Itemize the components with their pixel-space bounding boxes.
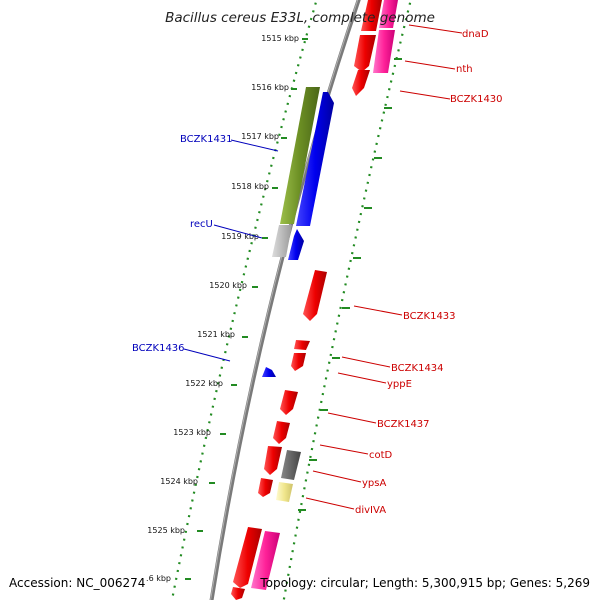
tick-label-1517: 1517 kbp xyxy=(241,132,279,141)
feature-cds-bczk1434-a[interactable] xyxy=(294,340,310,350)
map-title: Bacillus cereus E33L, complete genome xyxy=(165,10,435,26)
tick-label-1525: 1525 kbp xyxy=(147,526,185,535)
gene-label-bczk1434[interactable]: BCZK1434 xyxy=(391,363,444,374)
tick-label-1516: 1516 kbp xyxy=(251,83,289,92)
topology-text: Topology: circular; Length: 5,300,915 bp… xyxy=(259,576,590,590)
gene-label-cotd[interactable]: cotD xyxy=(369,450,393,461)
feature-cds-cotd[interactable] xyxy=(273,421,290,444)
gene-label-bczk1430[interactable]: BCZK1430 xyxy=(450,94,503,105)
feature-cds-bczk1436[interactable] xyxy=(262,367,276,377)
genome-backbone-highlight xyxy=(210,0,359,600)
feature-trna-bczk1431[interactable] xyxy=(280,87,320,224)
tick-label-1519: 1519 kbp xyxy=(221,232,259,241)
accession-text: Accession: NC_006274 xyxy=(9,576,145,590)
gene-label-bczk1437[interactable]: BCZK1437 xyxy=(377,419,430,430)
feature-cds-recu[interactable] xyxy=(288,229,304,260)
gene-label-bczk1436[interactable]: BCZK1436 xyxy=(132,343,185,354)
feature-other-recu xyxy=(272,225,292,257)
tick-label-1526: .6 kbp xyxy=(146,574,171,583)
tick-label-1521: 1521 kbp xyxy=(197,330,235,339)
feature-misc-diviva xyxy=(276,482,293,502)
tick-label-1520: 1520 kbp xyxy=(209,281,247,290)
gene-label-ypsa[interactable]: ypsA xyxy=(362,478,386,489)
feature-cds-ypsa[interactable] xyxy=(264,446,282,475)
gene-label-dnad[interactable]: dnaD xyxy=(462,29,489,40)
feature-cds-divivaa[interactable] xyxy=(258,478,273,497)
feature-cds-bottom-2[interactable] xyxy=(231,587,245,600)
forward-label-leaders xyxy=(305,24,463,510)
feature-cds-bottom-1[interactable] xyxy=(233,527,262,588)
feature-cds-bczk1433[interactable] xyxy=(303,270,327,321)
tick-track-outer xyxy=(170,0,318,600)
tick-label-1518: 1518 kbp xyxy=(231,182,269,191)
major-ticks-inner xyxy=(298,58,402,511)
feature-cds-top-3[interactable] xyxy=(352,70,370,96)
gene-label-bczk1433[interactable]: BCZK1433 xyxy=(403,311,456,322)
tick-label-1522: 1522 kbp xyxy=(185,379,223,388)
gene-label-diviva[interactable]: divIVA xyxy=(355,505,386,516)
feature-rrna-top-2[interactable] xyxy=(373,30,395,73)
tick-label-1523: 1523 kbp xyxy=(173,428,211,437)
gene-label-yppe[interactable]: yppE xyxy=(387,379,412,390)
feature-rrna-top-1[interactable] xyxy=(379,0,398,28)
feature-cds-bczk1437[interactable] xyxy=(280,390,298,415)
tick-label-1515: 1515 kbp xyxy=(261,34,299,43)
gene-label-bczk1431[interactable]: BCZK1431 xyxy=(180,134,233,145)
feature-cds-bczk1431-rev[interactable] xyxy=(296,92,334,226)
tick-label-1524: 1524 kbp xyxy=(160,477,198,486)
feature-other-ypsa xyxy=(281,450,301,480)
gene-label-nth[interactable]: nth xyxy=(456,64,473,75)
feature-cds-bczk1434-b[interactable] xyxy=(291,353,306,371)
feature-rrna-bottom-1[interactable] xyxy=(251,531,280,590)
gene-label-recu[interactable]: recU xyxy=(190,219,213,230)
feature-cds-top-1[interactable] xyxy=(361,0,382,31)
major-ticks-outer xyxy=(185,38,308,580)
reverse-label-leaders xyxy=(183,139,279,362)
feature-cds-top-2[interactable] xyxy=(354,35,376,72)
genome-backbone xyxy=(209,0,361,600)
